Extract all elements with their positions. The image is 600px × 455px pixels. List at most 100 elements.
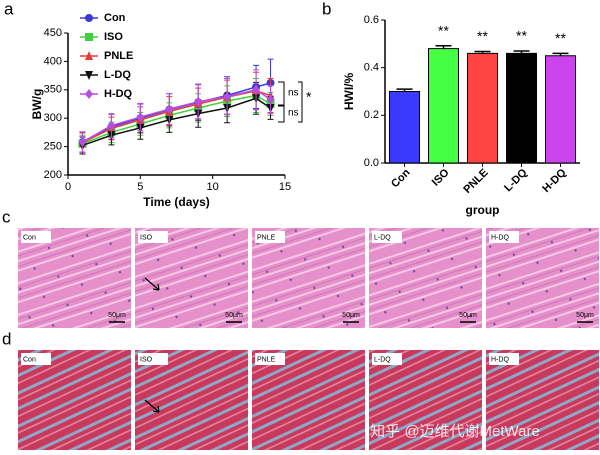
bar-chart: b 0.0 0.2 0.4 0.6 HWI/% group Con ** ISO ** PNLE ** L… [322, 0, 580, 217]
histology-panels: c Con 50μm ISO 50μm PNLE 50μm L-DQ 50μm H-DQ 50μm d… [2, 207, 599, 450]
label-box [489, 231, 519, 243]
legend-marker [85, 89, 93, 99]
series-line [82, 94, 271, 145]
label-box [138, 353, 168, 365]
micrograph [135, 228, 248, 328]
panel-label: a [4, 0, 14, 18]
x-tick-label: 0 [65, 181, 71, 193]
y-tick-label: 300 [44, 112, 62, 124]
legend-marker [85, 71, 93, 80]
point [223, 91, 232, 102]
y-axis-label: BW/g [30, 89, 44, 120]
error-bar [513, 50, 530, 54]
x-tick-label: 15 [279, 181, 291, 193]
micrograph [135, 350, 248, 450]
significance-label: ** [555, 30, 566, 46]
panel-name: H-DQ [491, 234, 509, 241]
panel-name: L-DQ [374, 234, 391, 241]
arrow [144, 399, 160, 413]
point [194, 96, 203, 107]
label-box [255, 231, 285, 243]
bar [506, 52, 537, 164]
panel-name: H-DQ [491, 356, 509, 363]
x-tick-label: 5 [137, 181, 143, 193]
y-axis-label: HWI/% [342, 73, 356, 111]
bar [545, 55, 576, 164]
bar [389, 91, 420, 164]
panel-name: ISO [140, 356, 153, 363]
series-line [82, 90, 271, 144]
panel-name: PNLE [257, 356, 276, 363]
scale-label: 50μm [342, 312, 360, 319]
panel-name: Con [23, 234, 36, 241]
bracket [278, 105, 285, 123]
x-tick-label: 10 [207, 181, 219, 193]
y-tick-label: 0.2 [364, 109, 379, 121]
x-axis-label: group [466, 203, 500, 217]
point [252, 84, 261, 95]
legend-label: H-DQ [104, 88, 133, 100]
series-line [82, 88, 271, 143]
error-bar [474, 50, 491, 54]
error-bar [552, 52, 569, 56]
micrograph [486, 228, 599, 328]
panel-label: d [2, 329, 11, 348]
panel-name: L-DQ [374, 356, 391, 363]
point [78, 137, 87, 148]
micrograph [252, 350, 365, 450]
y-tick-label: 200 [44, 169, 62, 181]
y-tick-label: 0.6 [364, 14, 379, 26]
x-tick-label: H-DQ [540, 166, 569, 195]
significance-label: ** [477, 28, 488, 44]
micrograph [369, 228, 482, 328]
y-tick-label: 0.4 [364, 62, 379, 74]
annotation: * [306, 89, 312, 105]
y-tick-label: 350 [44, 84, 62, 96]
panel-label: c [2, 207, 11, 226]
micrograph [252, 228, 365, 328]
point [165, 104, 174, 115]
micrograph [486, 350, 599, 450]
point [136, 112, 145, 123]
legend-label: PNLE [104, 50, 133, 62]
y-tick-label: 400 [44, 55, 62, 67]
scale-label: 50μm [225, 312, 243, 319]
label-box [255, 353, 285, 365]
legend-label: Con [104, 12, 126, 24]
panel-name: Con [23, 356, 36, 363]
y-tick-label: 0.0 [364, 157, 379, 169]
label-box [138, 231, 168, 243]
legend-marker [85, 51, 93, 60]
x-tick-label: L-DQ [502, 166, 530, 194]
bar [428, 48, 459, 164]
bracket [278, 81, 285, 106]
panel-name: ISO [140, 234, 153, 241]
scale-label: 50μm [459, 312, 477, 319]
bar [467, 52, 498, 164]
y-tick-label: 250 [44, 141, 62, 153]
x-tick-label: ISO [430, 166, 452, 188]
legend-marker [85, 33, 93, 41]
bracket [298, 81, 303, 123]
annotation: ns [288, 108, 299, 119]
scale-label: 50μm [576, 312, 594, 319]
panel-label: b [322, 0, 331, 18]
scale-label: 50μm [108, 312, 126, 319]
x-tick-label: Con [389, 166, 413, 190]
point [266, 94, 275, 105]
y-tick-label: 450 [44, 27, 62, 39]
significance-label: ** [438, 22, 449, 38]
arrow [144, 277, 160, 291]
series-line [82, 97, 271, 147]
legend-label: L-DQ [104, 69, 131, 81]
error-bar [396, 88, 413, 92]
legend-label: ISO [104, 31, 123, 43]
label-box [21, 231, 51, 243]
line-chart: a 200 250 300 350 400 450 0 5 10 15 Time (days) BW/g… [4, 0, 312, 209]
micrograph [18, 350, 131, 450]
legend-marker [85, 14, 93, 22]
significance-label: ** [516, 28, 527, 44]
annotation: ns [288, 88, 299, 99]
label-box [21, 353, 51, 365]
